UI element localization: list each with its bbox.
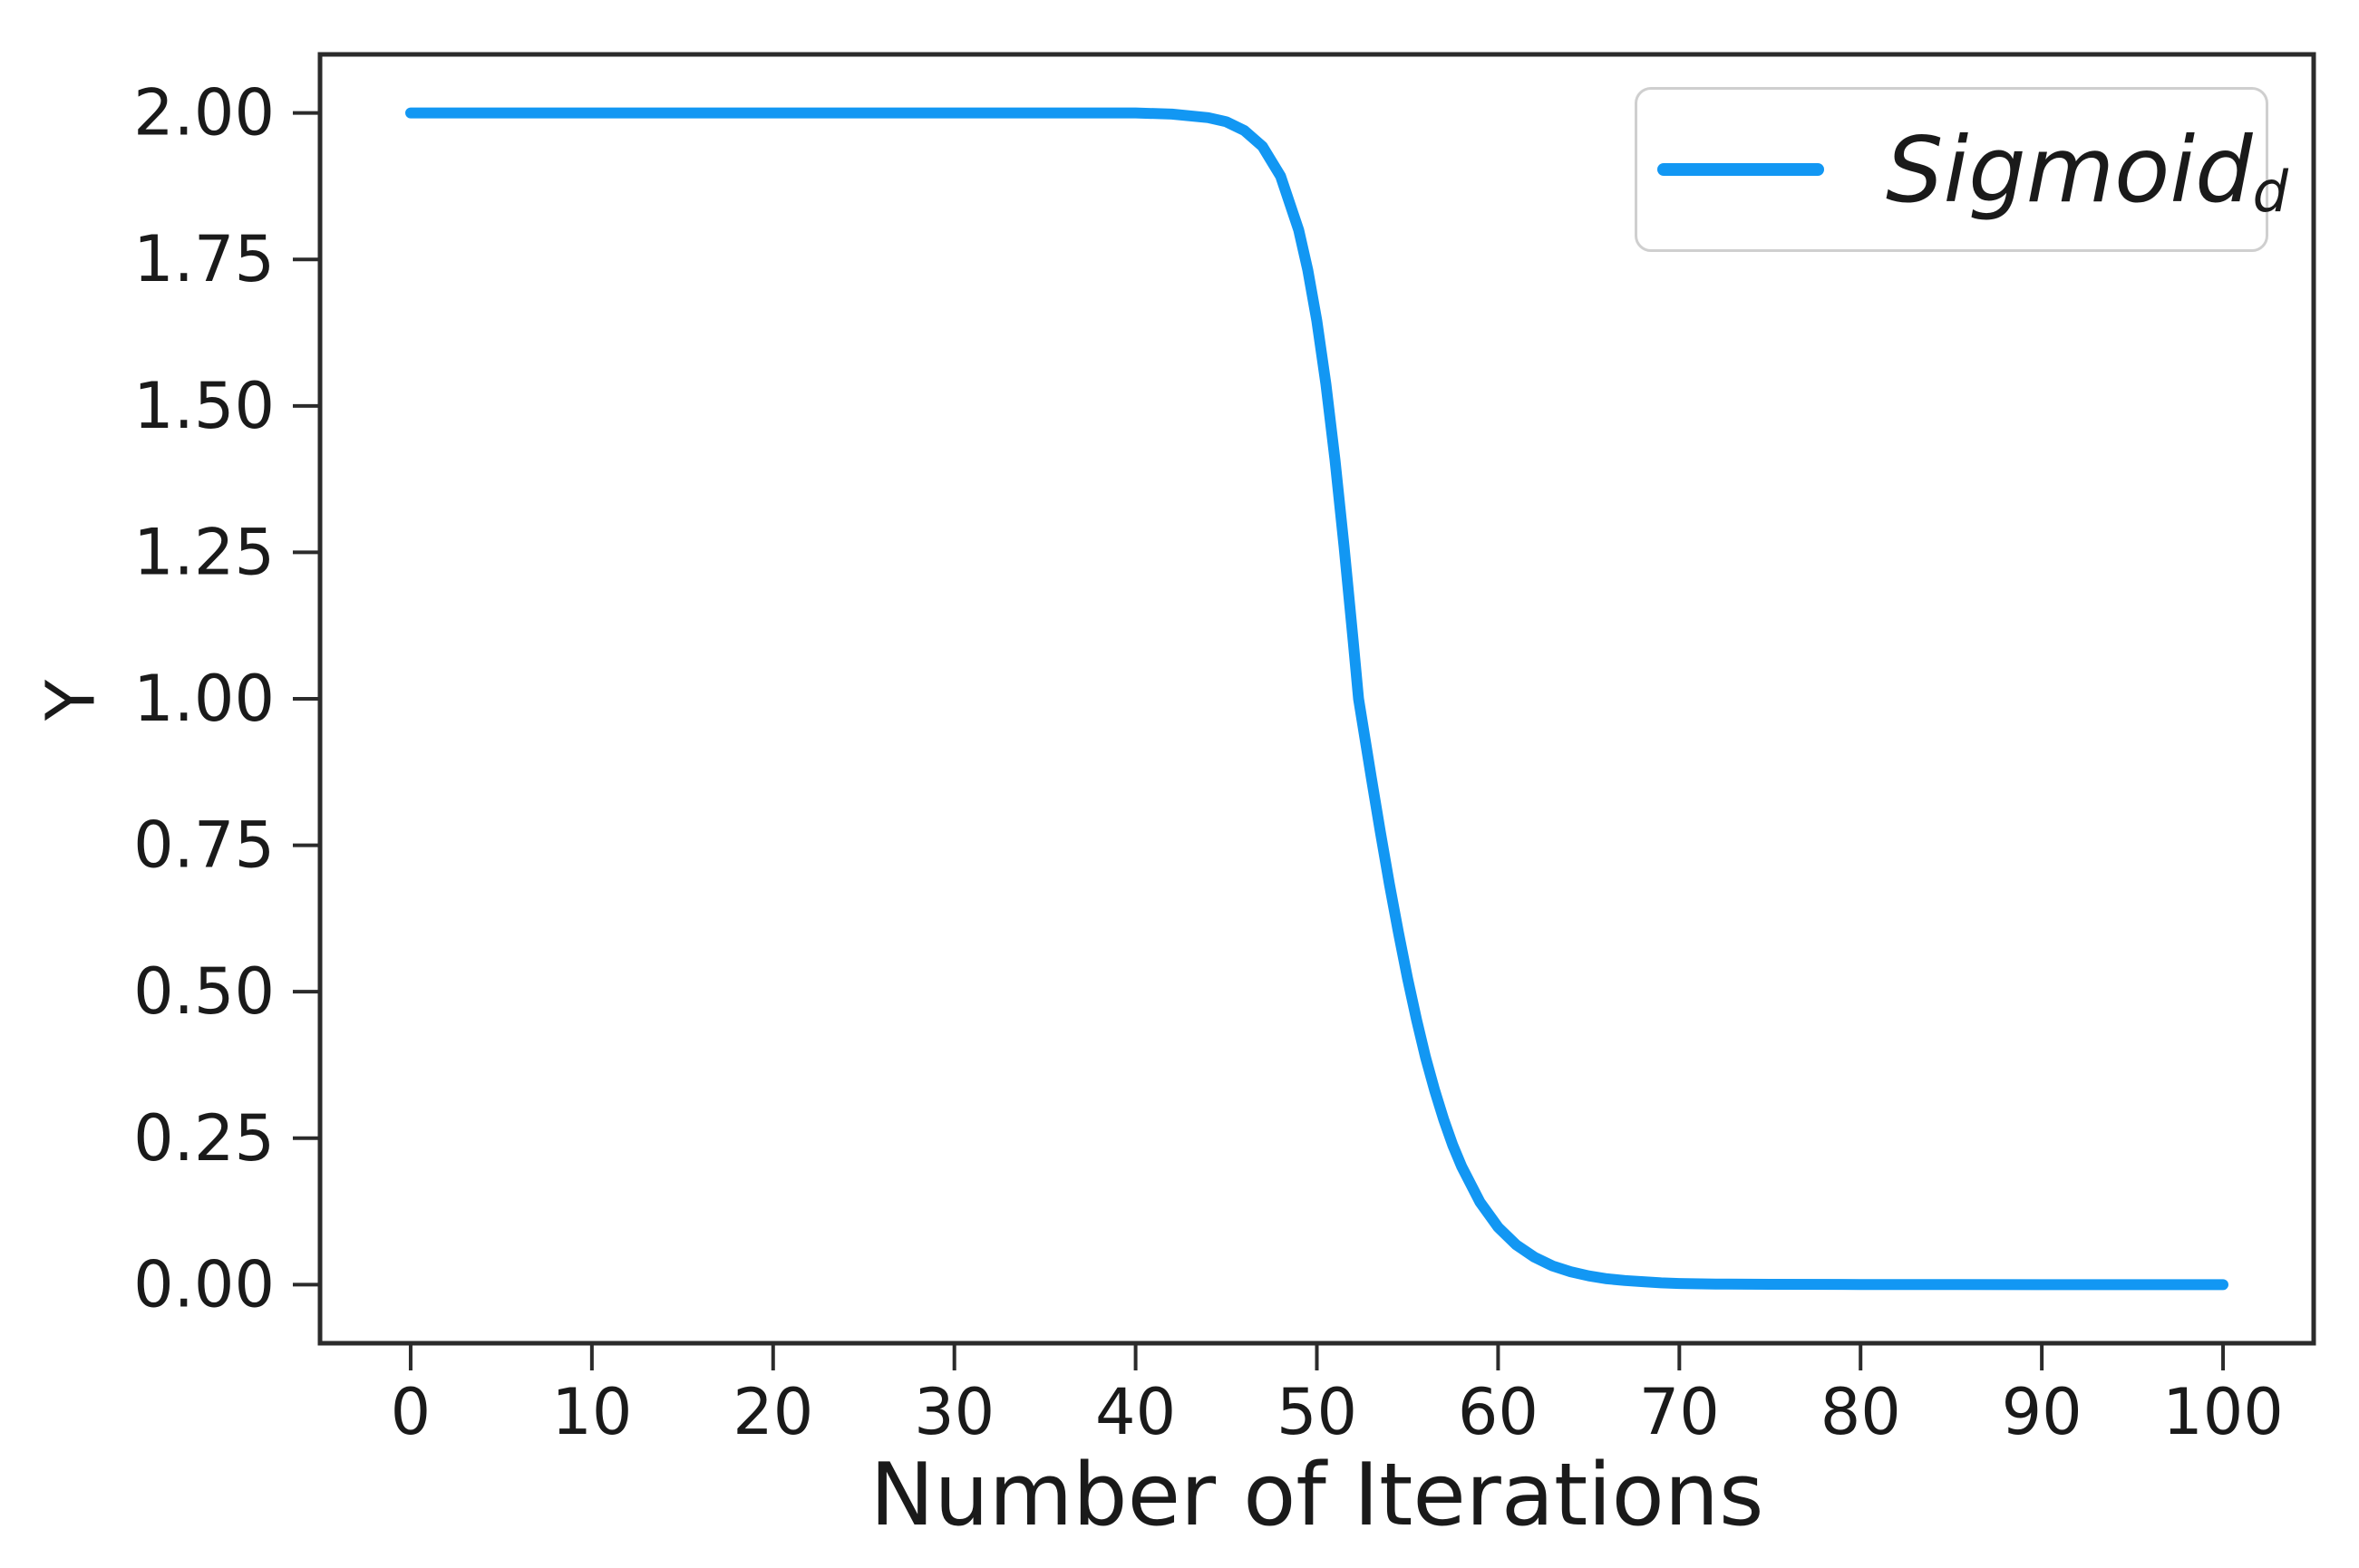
x-axis-label: Number of Iterations — [869, 1446, 1764, 1545]
x-tick-label: 50 — [1277, 1375, 1357, 1449]
legend-series-subscript: d — [2252, 158, 2288, 225]
legend-series-label: Sigmoidd — [1886, 116, 2288, 225]
legend: Sigmoidd — [1635, 87, 2288, 252]
y-tick-label: 1.75 — [133, 222, 275, 296]
x-tick-label: 70 — [1639, 1375, 1720, 1449]
y-tick-label: 0.00 — [133, 1247, 275, 1321]
y-tick-label: 1.25 — [133, 515, 275, 589]
y-tick-label: 1.50 — [133, 369, 275, 443]
x-tick-label: 80 — [1820, 1375, 1901, 1449]
y-tick-label: 0.75 — [133, 808, 275, 883]
y-tick-label: 0.25 — [133, 1101, 275, 1176]
x-tick-label: 30 — [914, 1375, 995, 1449]
y-tick-label: 2.00 — [133, 76, 275, 150]
legend-series-name: Sigmoid — [1886, 116, 2253, 223]
y-axis-label-container: Y — [5, 637, 137, 764]
y-tick-label: 0.50 — [133, 954, 275, 1029]
x-tick-label: 90 — [2002, 1375, 2082, 1449]
x-tick-label: 40 — [1095, 1375, 1176, 1449]
x-tick-label: 0 — [391, 1375, 432, 1449]
sigmoid-curve — [405, 107, 2228, 1291]
x-tick-label: 60 — [1458, 1375, 1539, 1449]
y-tick-label: 1.00 — [133, 662, 275, 736]
legend-line-sample — [1657, 163, 1824, 176]
x-tick-label: 10 — [551, 1375, 632, 1449]
x-tick-label: 20 — [733, 1375, 813, 1449]
x-tick-label: 100 — [2162, 1375, 2284, 1449]
y-axis-label: Y — [32, 679, 110, 721]
